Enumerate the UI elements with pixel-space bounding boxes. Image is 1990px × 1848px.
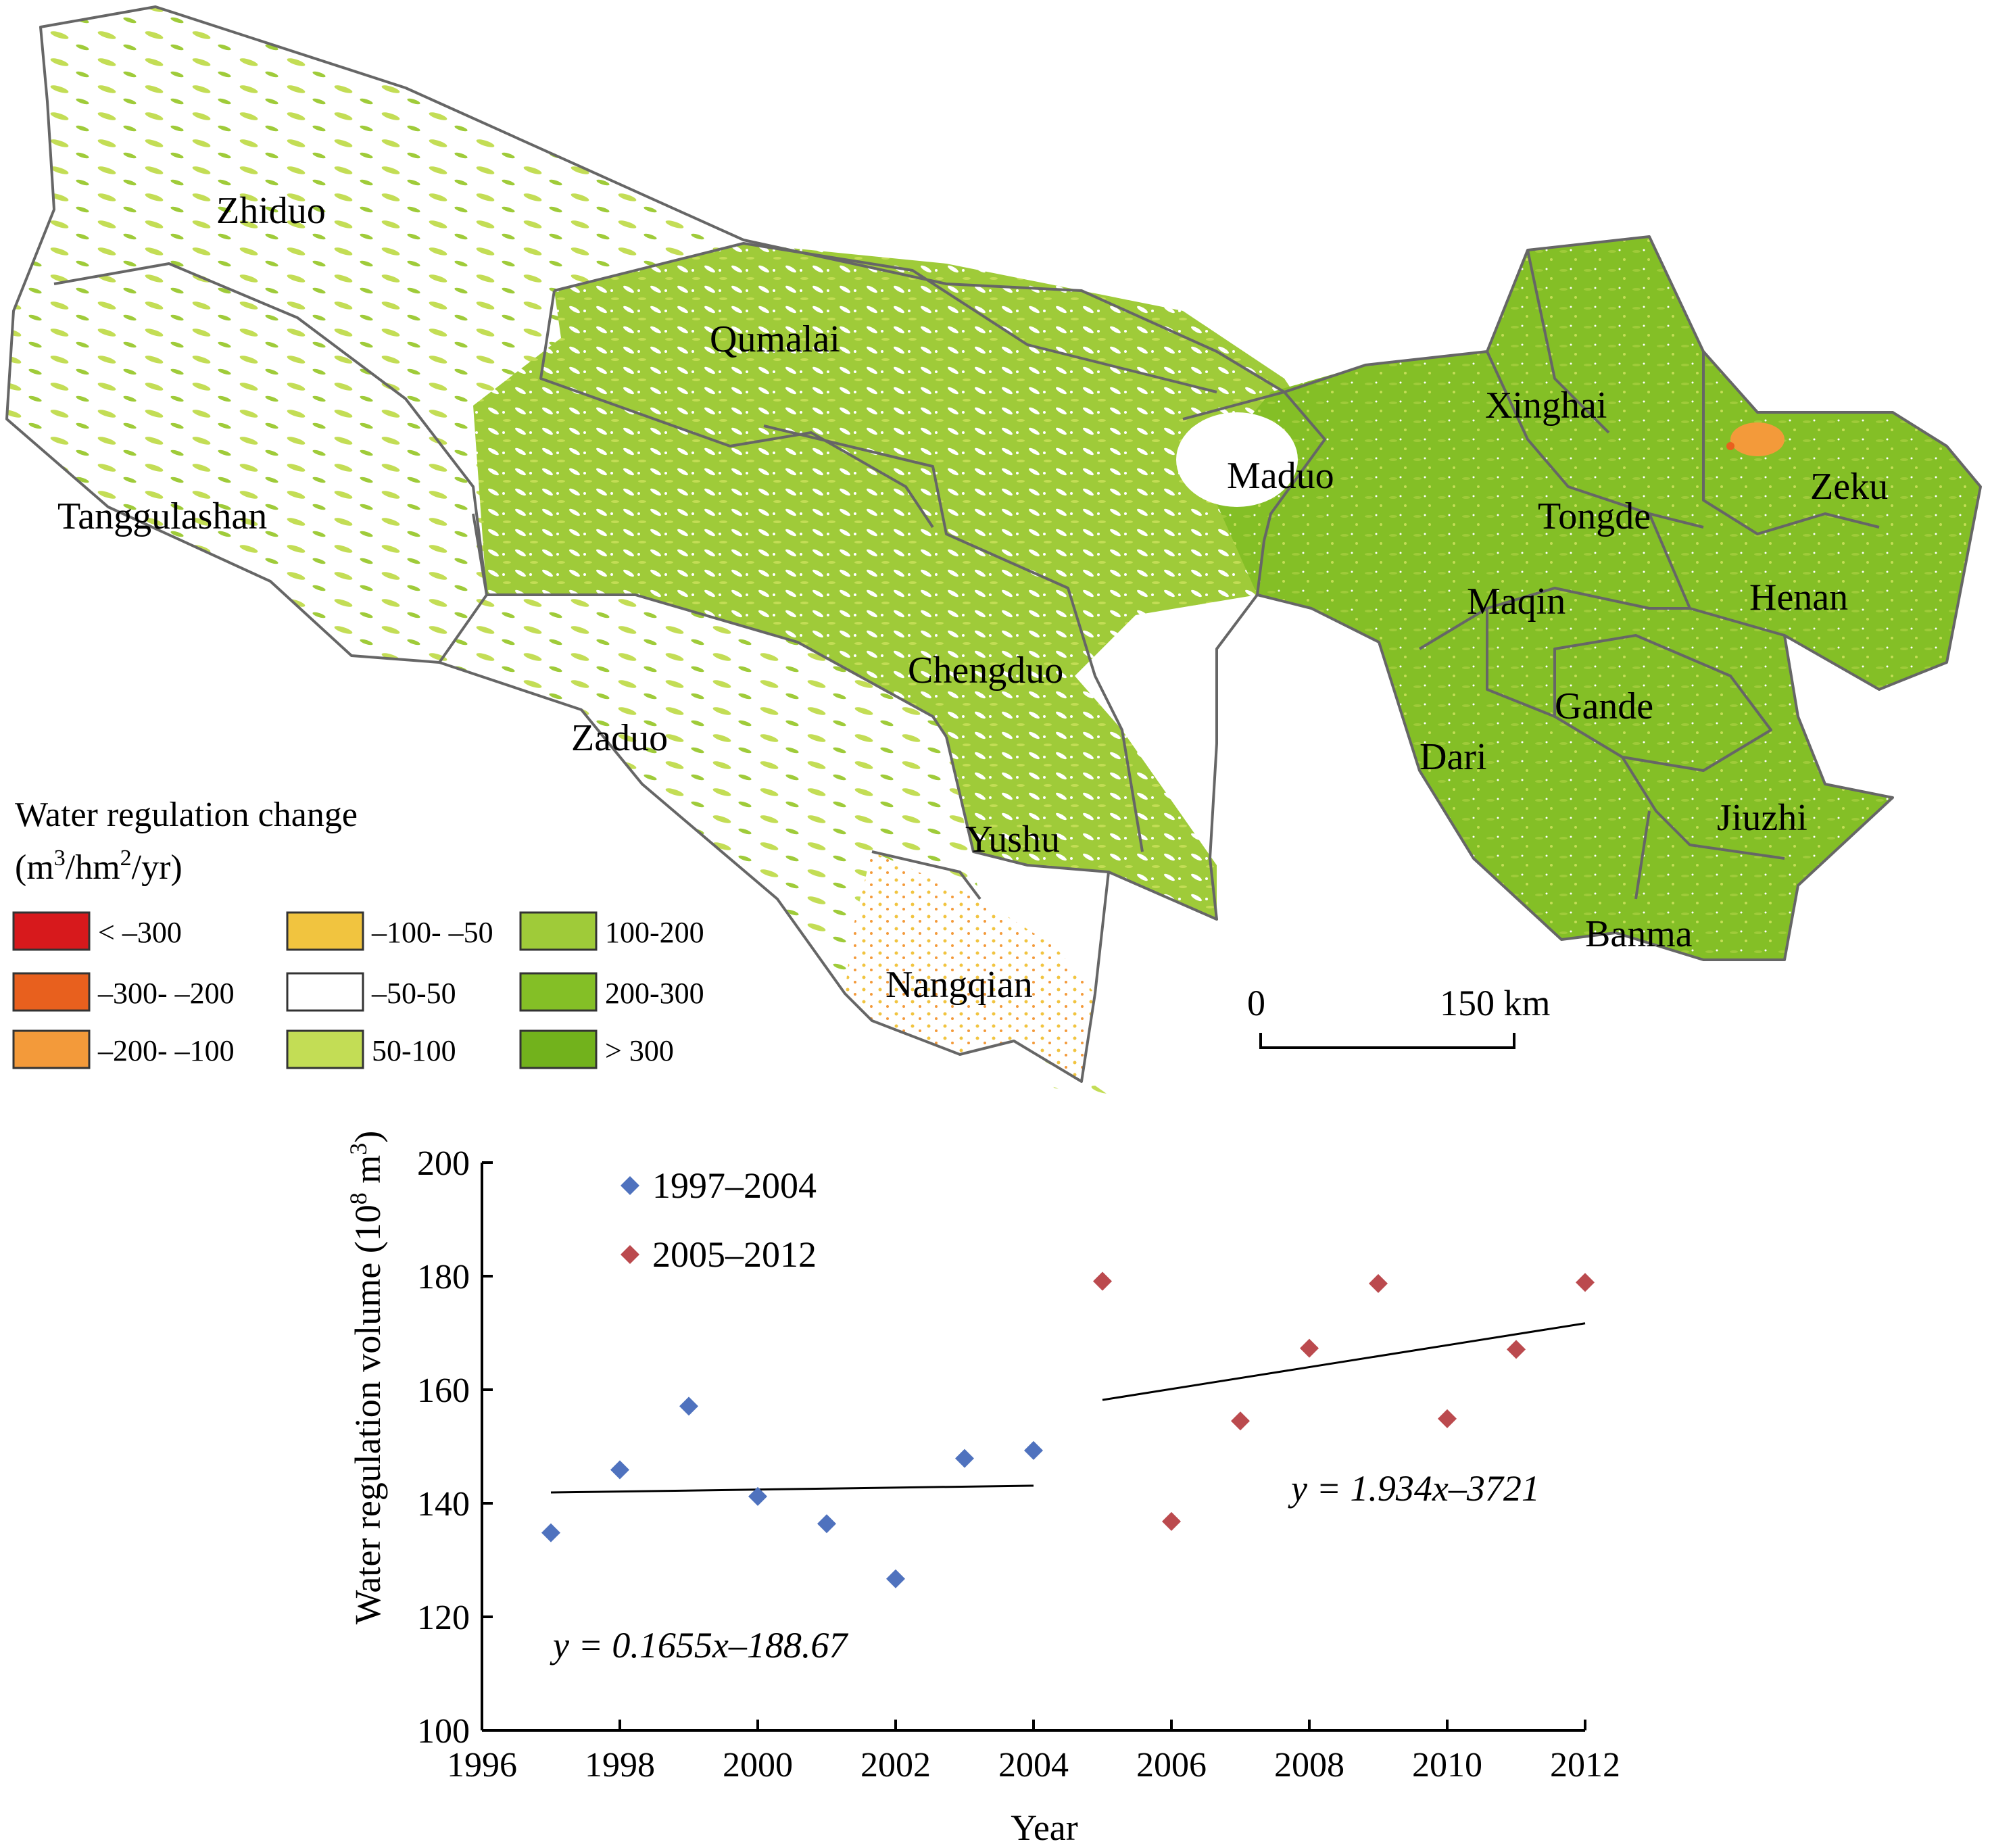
legend-label-1997-2004: 1997–2004 bbox=[652, 1165, 817, 1206]
y-tick-label-100: 100 bbox=[417, 1712, 470, 1751]
county-label-nangqian: Nangqian bbox=[885, 964, 1033, 1006]
y-tick-label-180: 180 bbox=[417, 1258, 470, 1296]
x-tick-label-2006: 2006 bbox=[1136, 1746, 1207, 1784]
water-regulation-volume-chart: 1996 1998 2000 2002 2004 2006 2008 2010 2012 100 1… bbox=[0, 1109, 1990, 1848]
x-tick-label-2012: 2012 bbox=[1550, 1746, 1620, 1784]
legend-swatch-3 bbox=[286, 911, 364, 951]
y-axis-label: Water regulation volume (108 m3) bbox=[345, 1131, 388, 1624]
map-legend: Water regulation change (m3/hm2/yr) < –3… bbox=[12, 796, 704, 1069]
county-label-zaduo: Zaduo bbox=[571, 717, 668, 759]
chart-marks bbox=[541, 1271, 1595, 1588]
trend-line-series-1 bbox=[1102, 1322, 1586, 1401]
legend-class-label-3: –100- –50 bbox=[371, 916, 493, 949]
map-svg: Zhiduo Qumalai Tanggulashan Zaduo Chengd… bbox=[5, 5, 1982, 1095]
legend-swatch-1 bbox=[12, 972, 91, 1012]
equation-1997-2004: y = 0.1655x–188.67 bbox=[550, 1625, 848, 1665]
legend-swatch-8 bbox=[519, 1029, 598, 1069]
equation-2005-2012: y = 1.934x–3721 bbox=[1288, 1468, 1540, 1509]
point-series-1-2007 bbox=[1231, 1411, 1250, 1431]
point-series-0-2004 bbox=[1024, 1440, 1043, 1460]
county-label-xinghai: Xinghai bbox=[1485, 385, 1607, 427]
y-tick-label-160: 160 bbox=[417, 1371, 470, 1410]
point-series-1-2005 bbox=[1093, 1271, 1112, 1291]
legend-swatch-6 bbox=[519, 911, 598, 951]
scale-bar-line bbox=[1259, 1033, 1515, 1049]
point-series-0-2002 bbox=[886, 1569, 905, 1588]
county-label-qumalai: Qumalai bbox=[710, 318, 840, 360]
legend-swatch-0 bbox=[12, 911, 91, 951]
county-label-zhiduo: Zhiduo bbox=[216, 190, 326, 232]
legend-title: Water regulation change bbox=[15, 796, 358, 834]
legend-marker-1997-2004 bbox=[621, 1176, 639, 1195]
x-tick-label-2008: 2008 bbox=[1274, 1746, 1344, 1784]
point-series-0-2001 bbox=[817, 1514, 836, 1534]
legend-class-label-7: 200-300 bbox=[605, 977, 704, 1010]
point-series-1-2009 bbox=[1369, 1273, 1388, 1293]
x-tick-label-1998: 1998 bbox=[585, 1746, 655, 1784]
region-east bbox=[1203, 237, 1981, 960]
scale-bar-end-label: 150 km bbox=[1440, 983, 1551, 1023]
x-tick-label-2010: 2010 bbox=[1412, 1746, 1482, 1784]
trend-line-series-0 bbox=[550, 1484, 1034, 1494]
legend-swatch-4 bbox=[286, 972, 364, 1012]
x-axis-label: Year bbox=[1011, 1807, 1078, 1845]
lake-area bbox=[1176, 412, 1298, 507]
legend-class-label-1: –300- –200 bbox=[97, 977, 235, 1010]
county-label-gande: Gande bbox=[1555, 685, 1653, 727]
legend-class-label-5: 50-100 bbox=[372, 1034, 456, 1067]
legend-marker-2005-2012 bbox=[621, 1245, 639, 1264]
x-tick-label-1996: 1996 bbox=[447, 1746, 517, 1784]
series-legend: 1997–2004 2005–2012 bbox=[621, 1165, 817, 1275]
legend-class-label-8: > 300 bbox=[605, 1034, 674, 1067]
legend-swatch-7 bbox=[519, 972, 598, 1012]
point-series-1-2006 bbox=[1162, 1511, 1181, 1531]
legend-class-label-0: < –300 bbox=[98, 916, 182, 949]
point-series-1-2011 bbox=[1507, 1340, 1526, 1359]
x-tick-label-2002: 2002 bbox=[860, 1746, 931, 1784]
county-label-zeku: Zeku bbox=[1810, 466, 1888, 508]
county-label-banma: Banma bbox=[1585, 913, 1693, 955]
y-tick-label-140: 140 bbox=[417, 1485, 470, 1524]
county-label-maduo: Maduo bbox=[1227, 455, 1334, 497]
water-regulation-change-map: Zhiduo Qumalai Tanggulashan Zaduo Chengd… bbox=[5, 5, 1982, 1095]
point-series-0-1999 bbox=[679, 1396, 698, 1416]
chart-svg: 1996 1998 2000 2002 2004 2006 2008 2010 2012 100 1… bbox=[345, 1131, 1620, 1848]
county-label-dari: Dari bbox=[1419, 736, 1487, 778]
zeku-orange-patch bbox=[1730, 422, 1785, 456]
legend-class-label-6: 100-200 bbox=[605, 916, 704, 949]
scale-bar-start-label: 0 bbox=[1247, 983, 1265, 1023]
region-central bbox=[473, 243, 1325, 919]
county-label-tongde: Tongde bbox=[1538, 495, 1651, 537]
point-series-1-2012 bbox=[1576, 1273, 1595, 1292]
y-tick-label-120: 120 bbox=[417, 1599, 470, 1637]
point-series-1-2010 bbox=[1438, 1409, 1457, 1428]
legend-label-2005-2012: 2005–2012 bbox=[652, 1234, 817, 1275]
county-boundaries bbox=[5, 5, 1982, 1083]
chart-axes: 1996 1998 2000 2002 2004 2006 2008 2010 2012 100 1… bbox=[417, 1144, 1620, 1784]
legend-unit: (m3/hm2/yr) bbox=[15, 846, 183, 887]
legend-class-label-4: –50-50 bbox=[371, 977, 456, 1010]
y-tick-label-200: 200 bbox=[417, 1144, 470, 1183]
county-label-yushu: Yushu bbox=[965, 819, 1060, 860]
scale-bar: 0 150 km bbox=[1247, 983, 1551, 1049]
legend-swatch-5 bbox=[286, 1029, 364, 1069]
legend-class-label-2: –200- –100 bbox=[97, 1034, 235, 1067]
region-nangqian bbox=[845, 852, 1095, 1081]
county-label-chengduo: Chengduo bbox=[908, 650, 1063, 691]
county-label-tanggulashan: Tanggulashan bbox=[57, 495, 267, 537]
county-label-maqin: Maqin bbox=[1467, 581, 1566, 623]
point-series-0-2000 bbox=[748, 1486, 767, 1506]
point-series-1-2008 bbox=[1300, 1338, 1319, 1358]
zeku-red-dot bbox=[1726, 442, 1734, 450]
x-tick-label-2004: 2004 bbox=[998, 1746, 1069, 1784]
point-series-0-1998 bbox=[610, 1460, 629, 1480]
x-tick-label-2000: 2000 bbox=[723, 1746, 793, 1784]
point-series-0-1997 bbox=[541, 1523, 560, 1542]
legend-swatch-2 bbox=[12, 1029, 91, 1069]
county-label-jiuzhi: Jiuzhi bbox=[1717, 797, 1807, 839]
county-label-henan: Henan bbox=[1749, 577, 1848, 618]
point-series-0-2003 bbox=[955, 1449, 974, 1468]
